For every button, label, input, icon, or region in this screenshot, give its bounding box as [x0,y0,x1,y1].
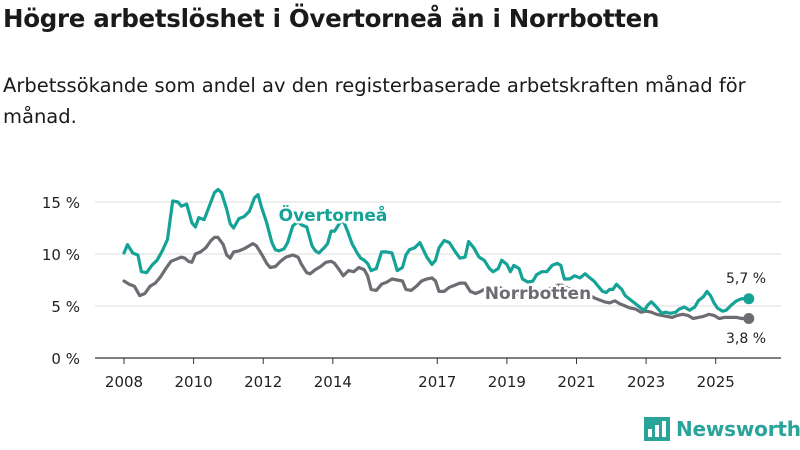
series-label-norrbotten-halo: Norrbotten [485,284,591,304]
series-lines [122,187,755,324]
brand-name: Newsworthy [676,417,800,441]
y-tick-label: 5 % [51,298,80,316]
x-tick-label: 2008 [105,373,143,391]
x-tick-label: 2023 [627,373,665,391]
end-marker-overtornea [743,293,755,305]
x-tick-label: 2014 [314,373,352,391]
x-tick-label: 2017 [418,373,456,391]
y-tick-label: 10 % [42,246,80,264]
series-label-overtornea-text: Övertorneå [279,204,388,226]
x-tick-label: 2019 [488,373,526,391]
end-value-overtornea: 5,7 %5,7 % [723,269,768,290]
x-tick-label: 2012 [244,373,282,391]
page-title: Högre arbetslöshet i Övertorneå än i Nor… [3,4,660,33]
x-tick-label: 2025 [697,373,735,391]
newsworthy-brand[interactable]: Newsworthy [644,417,800,441]
series-line-overtornea [122,187,751,315]
end-value-norrbotten-halo: 3,8 % [726,331,766,347]
series-label-norrbotten-text: Norrbotten [485,284,591,304]
end-marker-norrbotten [743,312,755,324]
x-tick-label: 2010 [175,373,213,391]
newsworthy-logo-icon [644,417,670,441]
end-value-overtornea-halo: 5,7 % [726,271,766,287]
end-value-norrbotten: 3,8 %3,8 % [723,329,768,350]
axes: 0 % 5 % 10 % 15 % 2008 2010 2012 2014 2017 2019 20… [42,194,781,391]
series-label-overtornea-halo: Övertorneå [279,204,388,226]
y-tick-label: 15 % [42,194,80,212]
end-value-norrbotten-text: 3,8 % [726,331,766,347]
end-value-overtornea-text: 5,7 % [726,271,766,287]
page-subtitle: Arbetssökande som andel av den registerb… [3,74,746,128]
x-tick-label: 2021 [557,373,595,391]
series-line-norrbotten [122,235,751,321]
y-tick-label: 0 % [51,350,80,368]
